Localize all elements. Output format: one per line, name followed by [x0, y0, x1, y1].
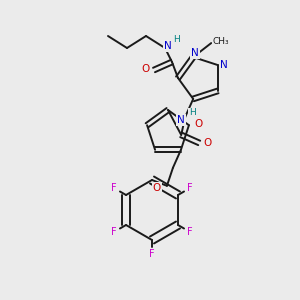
Text: O: O: [195, 119, 203, 129]
Text: F: F: [187, 227, 193, 237]
Text: N: N: [177, 115, 185, 125]
Text: N: N: [191, 48, 199, 58]
Text: H: H: [189, 108, 196, 117]
Text: O: O: [153, 183, 161, 193]
Text: F: F: [111, 227, 117, 237]
Text: CH₃: CH₃: [213, 37, 230, 46]
Text: F: F: [111, 183, 117, 193]
Text: N: N: [220, 60, 228, 70]
Text: O: O: [142, 64, 150, 74]
Text: N: N: [164, 41, 172, 51]
Text: F: F: [187, 183, 193, 193]
Text: H: H: [174, 35, 180, 44]
Text: O: O: [203, 138, 211, 148]
Text: F: F: [149, 249, 155, 259]
